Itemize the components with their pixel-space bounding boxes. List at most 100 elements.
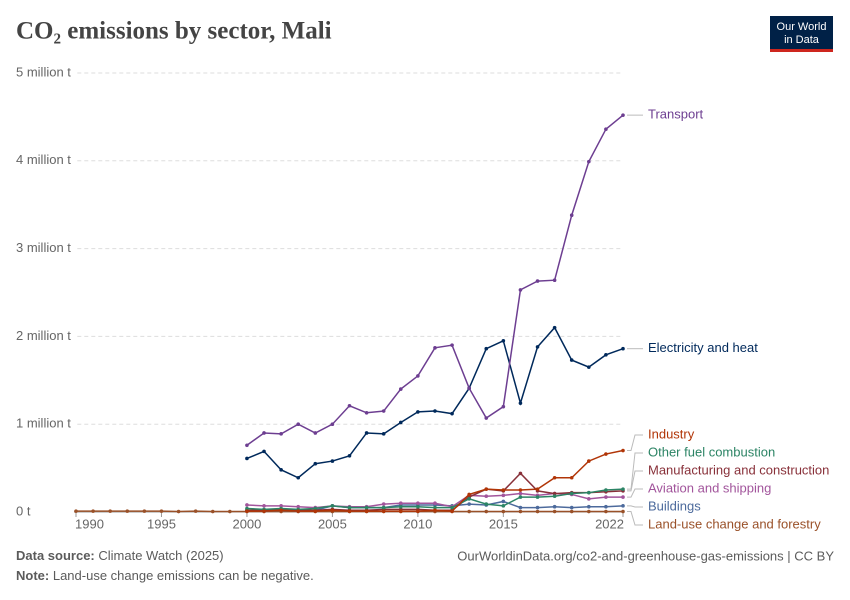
leader-line xyxy=(627,511,643,526)
data-point xyxy=(484,346,489,351)
chart-title: CO₂ emissions by sector, Mali xyxy=(16,18,332,45)
data-point xyxy=(416,504,420,509)
data-point xyxy=(518,401,523,405)
data-point xyxy=(296,475,301,480)
data-point xyxy=(587,504,591,509)
legend-label: Manufacturing and construction xyxy=(648,462,829,477)
data-point xyxy=(330,508,335,513)
data-point xyxy=(604,452,608,456)
source: Data source: Climate Watch (2025) xyxy=(16,548,224,563)
data-point xyxy=(262,504,266,508)
data-point xyxy=(604,353,608,357)
data-point xyxy=(569,509,574,514)
note-label: Note: xyxy=(16,568,49,583)
data-point xyxy=(484,416,489,420)
data-point xyxy=(518,491,523,496)
data-point xyxy=(381,509,386,513)
data-point xyxy=(210,509,215,514)
data-point xyxy=(450,505,454,510)
data-point xyxy=(433,501,437,506)
data-point xyxy=(587,459,591,463)
data-point xyxy=(296,422,301,427)
logo-bar xyxy=(770,49,833,52)
data-point xyxy=(467,509,471,514)
data-point xyxy=(484,487,489,491)
y-tick-label: 2 million t xyxy=(16,328,71,343)
data-point xyxy=(398,420,403,425)
data-point xyxy=(518,288,523,292)
leader-line xyxy=(627,434,643,452)
data-point xyxy=(142,509,147,513)
data-point xyxy=(313,431,318,435)
data-point xyxy=(279,432,283,436)
leader-line xyxy=(627,505,643,508)
data-point xyxy=(552,491,557,496)
data-point xyxy=(74,509,78,513)
data-point xyxy=(364,509,369,513)
data-point xyxy=(381,432,386,436)
data-point xyxy=(587,490,591,495)
data-point xyxy=(467,502,471,506)
data-point xyxy=(518,471,523,476)
data-point xyxy=(364,431,369,435)
note: Note: Land-use change emissions can be n… xyxy=(16,568,314,583)
legend-label: Electricity and heat xyxy=(648,340,758,355)
data-point xyxy=(296,509,301,513)
data-point xyxy=(228,509,232,514)
legend-label: Land-use change and forestry xyxy=(648,516,821,531)
data-point xyxy=(621,504,625,508)
data-point xyxy=(347,403,352,408)
data-point xyxy=(621,448,625,453)
data-point xyxy=(484,509,489,514)
data-point xyxy=(313,509,318,513)
leader-line xyxy=(627,452,643,490)
data-point xyxy=(125,509,130,513)
x-tick-label: 2015 xyxy=(489,516,518,531)
logo-text: in Data xyxy=(784,34,820,46)
data-point xyxy=(501,493,506,498)
data-point xyxy=(552,278,557,283)
data-point xyxy=(330,422,335,427)
legend-label: Aviation and shipping xyxy=(648,480,771,495)
y-tick-label: 0 t xyxy=(16,503,31,518)
data-point xyxy=(313,461,318,466)
data-point xyxy=(621,487,625,491)
data-point xyxy=(501,509,506,514)
url: OurWorldinData.org/co2-and-greenhouse-ga… xyxy=(457,548,834,563)
data-point xyxy=(484,502,489,506)
data-point xyxy=(518,509,523,514)
x-tick-label: 2022 xyxy=(595,516,624,531)
data-point xyxy=(416,509,420,513)
data-point xyxy=(501,404,506,409)
data-point xyxy=(330,504,335,508)
data-point xyxy=(313,506,318,511)
legend-label: Industry xyxy=(648,426,695,441)
data-point xyxy=(245,456,249,461)
data-point xyxy=(621,346,625,351)
logo-box xyxy=(770,16,833,51)
data-point xyxy=(552,494,557,498)
data-point xyxy=(330,459,335,463)
source-text: Climate Watch (2025) xyxy=(98,548,223,563)
data-point xyxy=(604,495,608,499)
y-tick-label: 5 million t xyxy=(16,64,71,79)
data-point xyxy=(381,409,386,413)
data-point xyxy=(569,213,574,218)
data-point xyxy=(433,505,437,510)
legend-label: Transport xyxy=(648,107,704,122)
data-point xyxy=(398,509,403,513)
data-point xyxy=(484,494,489,498)
data-point xyxy=(245,503,249,507)
x-tick-label: 1990 xyxy=(75,516,104,531)
data-point xyxy=(621,509,625,514)
data-point xyxy=(381,505,386,510)
data-point xyxy=(569,491,574,496)
data-point xyxy=(518,505,523,510)
data-point xyxy=(347,454,352,458)
data-point xyxy=(450,411,454,416)
y-tick-label: 1 million t xyxy=(16,416,71,431)
data-point xyxy=(552,504,557,509)
x-tick-label: 2010 xyxy=(403,516,432,531)
data-point xyxy=(587,159,591,164)
data-point xyxy=(433,508,437,513)
